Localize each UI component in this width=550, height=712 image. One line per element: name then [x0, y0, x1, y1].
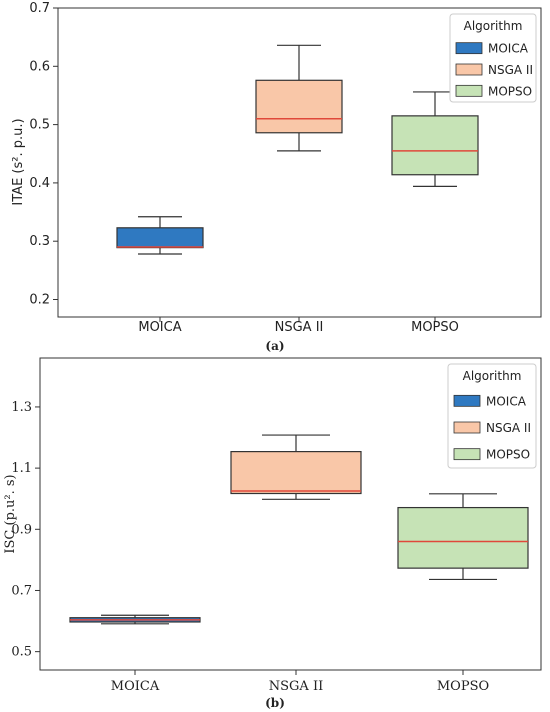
x-tick-label: NSGA II	[275, 320, 324, 335]
y-tick-label: 0.9	[11, 522, 32, 537]
iqr-box	[391, 115, 479, 176]
marks-b: 0.5 0.7 0.9 1.1 1.3 MOICA NSGA II MOPSO	[11, 400, 529, 694]
box-moica	[116, 216, 204, 255]
y-tick-label: 0.5	[11, 645, 32, 660]
y-tick-label: 0.3	[29, 234, 50, 249]
box-moica	[69, 614, 201, 625]
iqr-box	[255, 79, 343, 134]
legend-swatch-nsga-ii	[455, 63, 483, 76]
x-tick-label: MOPSO	[437, 679, 489, 694]
x-tick-label: MOICA	[111, 679, 160, 694]
iqr-box	[397, 506, 529, 569]
chart-panel-a: ITAE (s². p.u.) (a) 0.2 0.3 0.4 0.5 0.6 0.7 MO…	[11, 1, 542, 353]
legend-b: Algorithm MOICA NSGA II MOPSO	[447, 363, 537, 469]
x-tick-label: MOPSO	[411, 320, 459, 335]
y-tick-label: 0.6	[29, 59, 50, 74]
legend-swatch-nsga-ii	[453, 421, 481, 434]
iqr-box	[230, 451, 362, 495]
y-axis-label-b: ISC (p.u². s)	[3, 474, 18, 553]
y-tick-label: 0.7	[11, 583, 32, 598]
legend-swatch-moica	[455, 42, 483, 55]
legend-swatch-mopso	[453, 448, 481, 461]
legend-swatch-moica	[453, 394, 481, 407]
legend-label: MOICA	[488, 42, 529, 56]
legend-a: Algorithm MOICA NSGA II MOPSO	[449, 13, 537, 103]
box-mopso	[397, 493, 529, 581]
y-tick-label: 0.7	[29, 1, 50, 16]
legend-label: MOICA	[486, 394, 527, 408]
caption-b: (b)	[265, 696, 285, 710]
legend-title: Algorithm	[463, 369, 522, 383]
y-tick-label: 0.4	[29, 176, 50, 191]
caption-a: (a)	[265, 339, 284, 353]
legend-frame	[449, 13, 537, 103]
x-tick-label: NSGA II	[269, 679, 323, 694]
iqr-box	[116, 227, 204, 249]
y-tick-label: 1.3	[11, 400, 32, 415]
legend-label: MOPSO	[488, 84, 532, 98]
y-axis-label-a: ITAE (s². p.u.)	[11, 118, 26, 205]
y-tick-label: 0.2	[29, 293, 50, 308]
box-nsga-ii	[255, 44, 343, 152]
legend-swatch-mopso	[455, 84, 483, 97]
x-tick-label: MOICA	[138, 320, 181, 335]
legend-label: MOPSO	[486, 448, 530, 462]
legend-label: NSGA II	[488, 63, 533, 77]
legend-title: Algorithm	[464, 19, 523, 33]
box-mopso	[391, 91, 479, 188]
y-tick-label: 1.1	[11, 461, 32, 476]
marks-a: 0.2 0.3 0.4 0.5 0.6 0.7 MOICA NSGA II MOPSO	[29, 1, 479, 335]
legend-label: NSGA II	[486, 421, 531, 435]
y-tick-label: 0.5	[29, 118, 50, 133]
chart-panel-b: ISC (p.u². s) (b) 0.5 0.7 0.9 1.1 1.3 MOICA NS…	[3, 357, 542, 710]
legend-frame	[447, 363, 537, 469]
box-nsga-ii	[230, 434, 362, 500]
